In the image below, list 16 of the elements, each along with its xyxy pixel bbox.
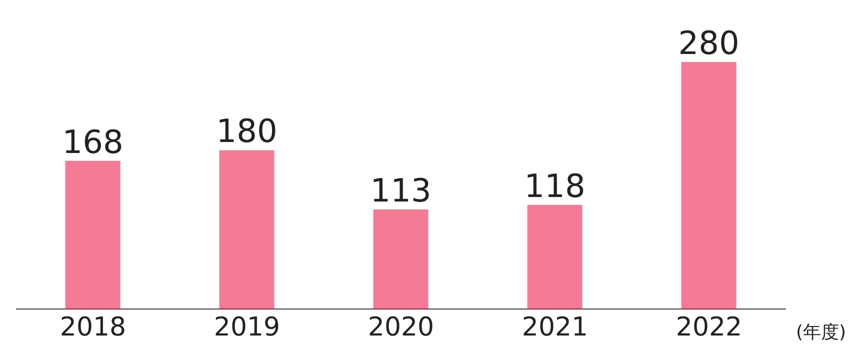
x-tick-label: 2019: [214, 312, 280, 342]
bar: [219, 150, 274, 309]
data-label: 168: [62, 122, 124, 161]
bar: [527, 204, 582, 309]
bar: [681, 62, 736, 309]
bar: [373, 209, 428, 309]
x-tick-label: 2018: [60, 312, 126, 342]
x-tick-label: 2021: [522, 312, 588, 342]
data-label: 280: [678, 24, 740, 62]
x-tick-label: 2020: [368, 312, 434, 342]
bar: [65, 160, 120, 309]
data-label: 113: [370, 171, 432, 210]
data-label: 118: [524, 166, 586, 205]
x-axis-title: (年度): [796, 321, 846, 344]
data-label: 180: [216, 112, 278, 150]
x-tick-label: 2022: [676, 312, 742, 342]
